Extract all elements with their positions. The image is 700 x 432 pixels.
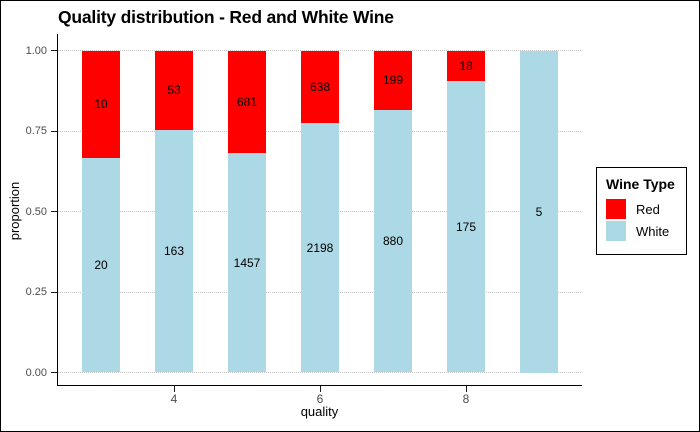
y-axis-title: proportion (7, 181, 22, 241)
bar-count-label-white: 880 (382, 234, 404, 249)
x-tick-label: 8 (462, 392, 470, 406)
bar-white-segment (228, 153, 266, 373)
bar-count-label-white: 2198 (306, 240, 334, 255)
bar-count-label-red: 638 (309, 79, 331, 94)
bar-white-segment (82, 157, 120, 373)
legend-swatch-red-icon (606, 199, 626, 219)
bar-count-label-white: 163 (163, 244, 185, 258)
bar-red-segment (155, 50, 193, 130)
y-axis-tick (51, 291, 57, 293)
x-axis-title: quality (300, 404, 339, 419)
bar-count-label-white: 20 (94, 258, 108, 273)
bar-white-segment (301, 122, 339, 373)
x-axis-line (58, 385, 582, 386)
legend-title: Wine Type (606, 176, 675, 192)
y-axis-tick (51, 211, 57, 212)
bar-white-segment (374, 109, 412, 373)
x-tick-label: 4 (170, 392, 178, 406)
legend-swatch-white-icon (606, 221, 626, 241)
bar-red-segment (447, 50, 485, 81)
bar-count-label-white: 1457 (233, 255, 261, 270)
x-axis-tick (465, 386, 467, 392)
bar-count-label-red: 53 (167, 83, 181, 97)
y-tick-label: 1.00 (25, 44, 47, 57)
bar-count-label-white: 175 (455, 219, 477, 234)
chart-title: Quality distribution - Red and White Win… (58, 7, 394, 27)
bar-red-segment (301, 50, 339, 123)
bar-white-segment (447, 80, 485, 373)
y-tick-label: 0.25 (25, 286, 47, 298)
gridline (58, 372, 581, 373)
legend-label-red: Red (636, 201, 660, 217)
bar-count-label-white: 5 (535, 204, 543, 219)
y-axis-tick (51, 372, 57, 373)
bar-count-label-red: 199 (382, 73, 404, 88)
x-tick-label: 6 (316, 392, 324, 406)
legend: Wine Type Red White (596, 167, 687, 255)
bar-red-segment (374, 50, 412, 110)
y-axis-tick (51, 130, 57, 132)
y-axis-tick (51, 50, 57, 51)
y-tick-label: 0.00 (25, 366, 47, 379)
legend-item-red: Red (606, 199, 686, 219)
bar-red-segment (82, 50, 120, 158)
y-axis-line (57, 34, 58, 386)
legend-item-white: White (606, 221, 686, 241)
bar-white-segment (520, 50, 558, 373)
bar-white-segment (155, 129, 193, 373)
bar-red-segment (228, 50, 266, 154)
x-axis-tick (173, 386, 175, 392)
y-tick-label: 0.50 (25, 205, 47, 218)
bar-count-label-red: 18 (459, 58, 473, 73)
bar-count-label-red: 10 (94, 97, 108, 112)
bar-count-label-red: 681 (236, 94, 258, 109)
legend-label-white: White (636, 223, 670, 239)
y-tick-label: 0.75 (25, 125, 47, 137)
x-axis-tick (319, 386, 321, 392)
